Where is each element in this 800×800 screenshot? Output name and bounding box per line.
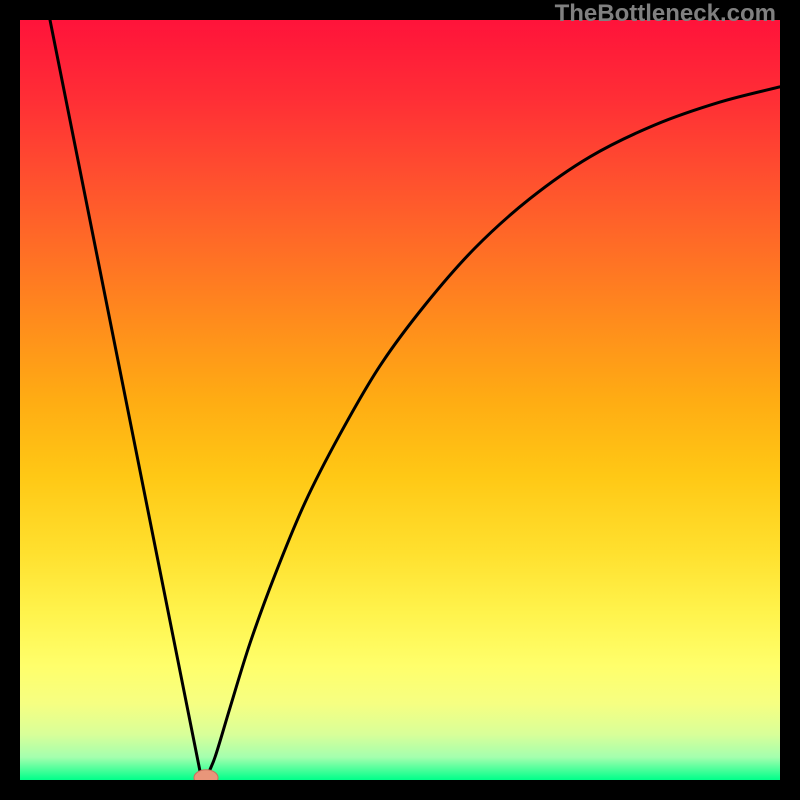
bottleneck-curve (50, 20, 780, 779)
plot-area (20, 20, 780, 780)
optimal-point-marker (194, 770, 218, 780)
watermark-text: TheBottleneck.com (555, 0, 776, 28)
bottleneck-chart: TheBottleneck.com (0, 0, 800, 800)
curve-layer (20, 20, 780, 780)
